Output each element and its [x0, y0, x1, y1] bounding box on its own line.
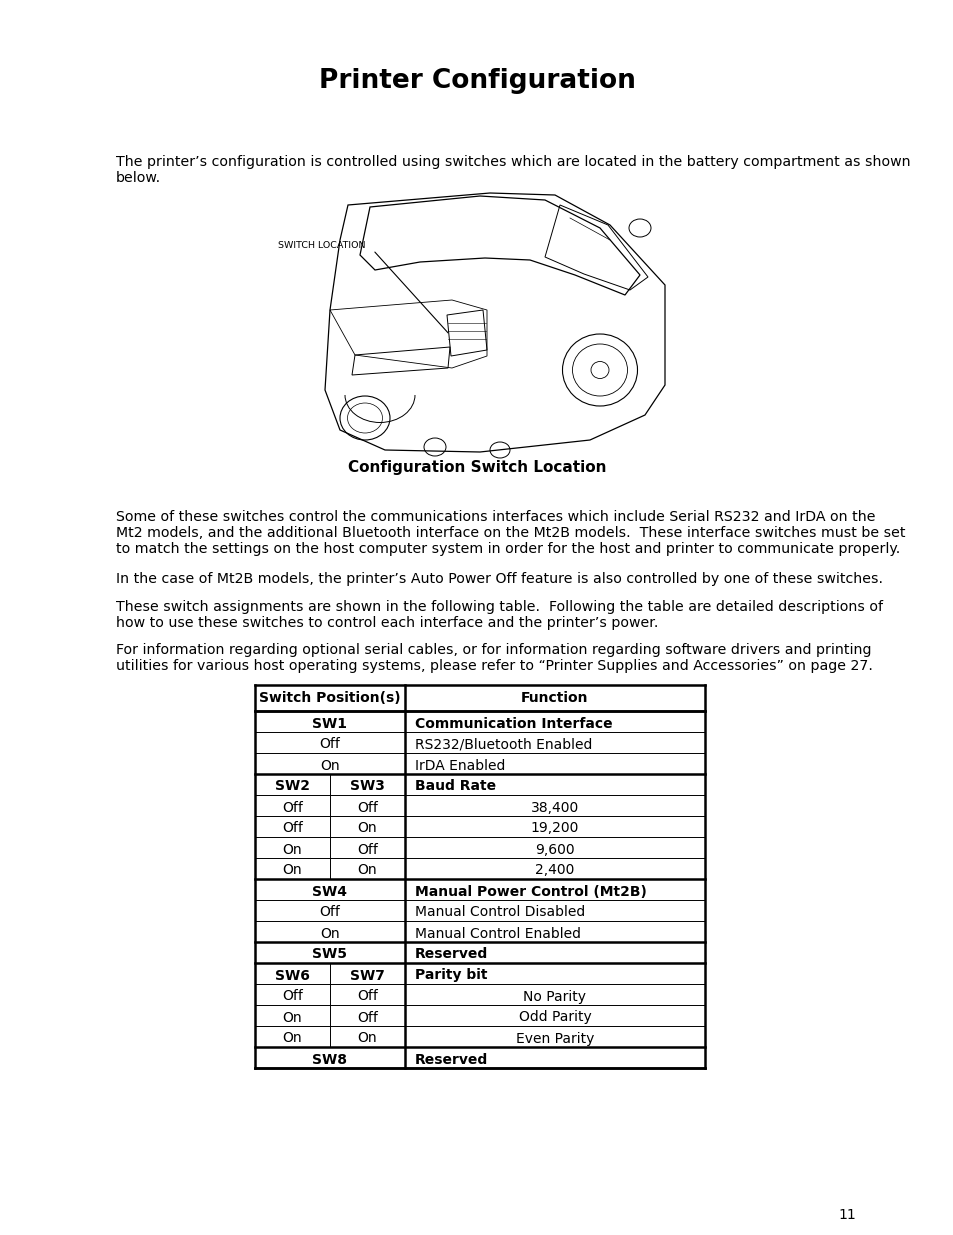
Text: SW3: SW3	[350, 779, 384, 794]
Text: SW5: SW5	[313, 947, 347, 962]
Text: Off: Off	[282, 800, 303, 815]
Text: Off: Off	[356, 989, 377, 1004]
Text: Off: Off	[356, 842, 377, 857]
Text: Odd Parity: Odd Parity	[518, 1010, 591, 1025]
Text: Manual Control Enabled: Manual Control Enabled	[415, 926, 580, 941]
Text: SW7: SW7	[350, 968, 384, 983]
Text: SW1: SW1	[313, 716, 347, 730]
Text: Parity bit: Parity bit	[415, 968, 487, 983]
Text: SW8: SW8	[313, 1052, 347, 1067]
Text: Communication Interface: Communication Interface	[415, 716, 612, 730]
Text: Some of these switches control the communications interfaces which include Seria: Some of these switches control the commu…	[116, 510, 904, 557]
Text: SWITCH LOCATION: SWITCH LOCATION	[277, 241, 365, 249]
Text: Off: Off	[356, 1010, 377, 1025]
Text: On: On	[357, 863, 377, 878]
Text: In the case of Mt2B models, the printer’s Auto Power Off feature is also control: In the case of Mt2B models, the printer’…	[116, 572, 882, 585]
Text: Manual Control Disabled: Manual Control Disabled	[415, 905, 584, 920]
Text: On: On	[282, 1010, 302, 1025]
Text: Off: Off	[356, 800, 377, 815]
Text: 38,400: 38,400	[530, 800, 578, 815]
Text: No Parity: No Parity	[523, 989, 586, 1004]
Text: SW4: SW4	[313, 884, 347, 899]
Text: On: On	[320, 926, 339, 941]
Text: Off: Off	[282, 989, 303, 1004]
Text: On: On	[357, 1031, 377, 1046]
Text: These switch assignments are shown in the following table.  Following the table : These switch assignments are shown in th…	[116, 600, 882, 630]
Text: 2,400: 2,400	[535, 863, 574, 878]
Text: Off: Off	[282, 821, 303, 836]
Text: On: On	[357, 821, 377, 836]
Text: 19,200: 19,200	[530, 821, 578, 836]
Text: Reserved: Reserved	[415, 947, 488, 962]
Text: For information regarding optional serial cables, or for information regarding s: For information regarding optional seria…	[116, 643, 872, 673]
Text: RS232/Bluetooth Enabled: RS232/Bluetooth Enabled	[415, 737, 592, 752]
Text: Off: Off	[319, 737, 340, 752]
Text: IrDA Enabled: IrDA Enabled	[415, 758, 505, 773]
Text: Configuration Switch Location: Configuration Switch Location	[348, 459, 605, 475]
Text: On: On	[320, 758, 339, 773]
Text: On: On	[282, 1031, 302, 1046]
Text: Baud Rate: Baud Rate	[415, 779, 496, 794]
Text: 9,600: 9,600	[535, 842, 575, 857]
Text: Function: Function	[520, 692, 588, 705]
Text: 11: 11	[837, 1208, 855, 1221]
Text: Off: Off	[319, 905, 340, 920]
Text: On: On	[282, 863, 302, 878]
Text: SW2: SW2	[274, 779, 310, 794]
Text: SW6: SW6	[274, 968, 310, 983]
Text: On: On	[282, 842, 302, 857]
Text: Even Parity: Even Parity	[516, 1031, 594, 1046]
Text: Reserved: Reserved	[415, 1052, 488, 1067]
Text: The printer’s configuration is controlled using switches which are located in th: The printer’s configuration is controlle…	[116, 156, 910, 185]
Text: Manual Power Control (Mt2B): Manual Power Control (Mt2B)	[415, 884, 646, 899]
Text: Printer Configuration: Printer Configuration	[318, 68, 635, 94]
Text: Switch Position(s): Switch Position(s)	[259, 692, 400, 705]
